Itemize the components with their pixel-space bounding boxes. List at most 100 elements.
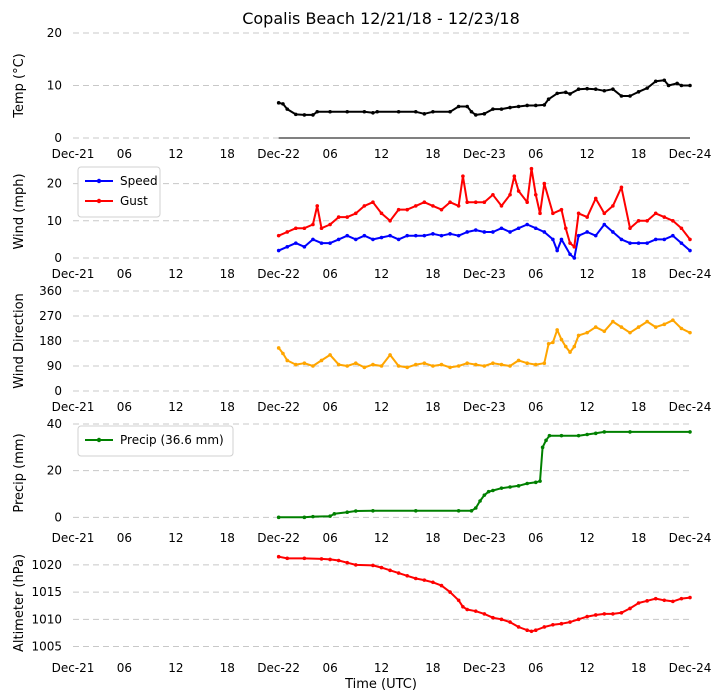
temperature-xtick-label: 18 [220, 147, 235, 161]
temperature-xtick-label: 18 [425, 147, 440, 161]
wind_direction-axis-label: Wind Direction [12, 293, 27, 389]
precip-data-point [547, 433, 552, 438]
altimeter-xtick-label: 12 [168, 661, 183, 675]
precip-legend-marker [96, 437, 102, 443]
wind_direction-data-point [422, 361, 427, 366]
wind-data-point [456, 204, 461, 208]
precip-ytick-label: 0 [54, 510, 62, 524]
altimeter-data-point [602, 612, 607, 616]
wind-data-point [465, 200, 469, 204]
wind-data-point [311, 222, 315, 227]
temperature-data-point [413, 109, 418, 114]
altimeter-data-point [542, 625, 547, 629]
precip-series-line [278, 430, 690, 519]
wind-data-point [336, 237, 341, 242]
wind-data-point [431, 232, 435, 236]
altimeter-xtick-label: Dec-23 [463, 661, 506, 675]
temperature-data-point [611, 87, 615, 91]
wind_direction-xtick-label: 12 [168, 400, 183, 414]
wind-data-point [302, 226, 307, 231]
wind_direction-xtick-label: 18 [631, 400, 646, 414]
precip-data-point [602, 430, 607, 434]
altimeter-axis-label: Altimeter (hPa) [12, 554, 27, 652]
altimeter-data-point [585, 614, 589, 619]
temperature-data-point [662, 78, 667, 83]
wind-data-point [576, 211, 581, 216]
temperature-data-point [285, 107, 290, 111]
altimeter-data-point [671, 599, 675, 604]
wind_direction-data-point [405, 365, 410, 370]
temperature-data-point [482, 112, 487, 116]
temperature-data-point [653, 79, 658, 84]
altimeter-data-point [653, 596, 658, 601]
wind_direction-data-point [431, 364, 435, 368]
precip-xtick-label: Dec-23 [463, 531, 506, 545]
precip-data-point [328, 514, 332, 518]
wind-data-point [276, 233, 281, 238]
wind-series-line [278, 167, 691, 248]
wind-data-point [671, 219, 675, 223]
wind_direction-xtick-label: 18 [425, 400, 440, 414]
precip-xtick-label: 06 [117, 531, 132, 545]
precip-data-point [473, 506, 478, 510]
wind-data-point [379, 235, 384, 240]
wind-xtick-label: 12 [168, 267, 183, 281]
wind-xtick-label: 18 [220, 267, 235, 281]
wind-data-point [568, 252, 572, 257]
wind-ytick-label: 20 [47, 177, 62, 191]
wind-xtick-label: Dec-21 [52, 267, 95, 281]
wind_direction-data-point [593, 325, 598, 329]
wind_direction-data-point [602, 329, 607, 334]
altimeter-data-point [593, 613, 598, 617]
temperature-data-point [636, 90, 641, 94]
wind-data-point [362, 204, 367, 208]
temperature-xtick-label: Dec-23 [463, 147, 506, 161]
wind-ytick-label: 10 [47, 214, 62, 228]
temperature-ytick-label: 20 [47, 26, 62, 40]
temperature-data-point [422, 112, 427, 116]
wind-data-point [512, 174, 517, 178]
temperature-data-point [619, 94, 624, 98]
precip-data-point [276, 515, 281, 520]
wind_direction-data-point [353, 361, 358, 366]
temperature-data-point [585, 86, 589, 91]
wind-xtick-label: 06 [117, 267, 132, 281]
wind-legend-label: Gust [120, 194, 148, 208]
wind-data-point [688, 237, 692, 242]
wind-data-point [602, 222, 607, 227]
altimeter-data-point [439, 583, 444, 588]
wind-data-point [572, 256, 577, 260]
wind_direction-data-point [555, 328, 559, 332]
wind-data-point [628, 226, 632, 231]
temperature-data-point [508, 105, 512, 110]
altimeter-data-point [645, 599, 649, 603]
wind-data-point [679, 226, 684, 231]
altimeter-ytick-label: 1015 [31, 585, 62, 599]
precip-xtick-label: 18 [220, 531, 235, 545]
wind-data-point [461, 174, 465, 178]
precip-data-point [576, 433, 581, 438]
wind-data-point [662, 215, 667, 219]
precip-data-point [499, 486, 504, 490]
precip-data-point [593, 431, 598, 436]
temperature-data-point [281, 102, 285, 106]
temperature-xtick-label: 12 [374, 147, 389, 161]
wind-data-point [679, 241, 684, 245]
altimeter-data-point [422, 578, 427, 582]
wind-data-point [572, 245, 577, 249]
wind_direction-data-point [572, 344, 577, 349]
wind-legend-marker [96, 178, 102, 184]
wind_direction-data-point [319, 358, 324, 363]
altimeter-data-point [328, 557, 332, 562]
precip-data-point [332, 512, 337, 516]
wind-data-point [405, 207, 410, 212]
wind-data-point [516, 189, 521, 193]
altimeter-data-point [491, 615, 495, 620]
temperature-data-point [396, 109, 401, 114]
altimeter-xtick-label: 12 [374, 661, 389, 675]
wind_direction-ytick-label: 90 [47, 359, 62, 373]
wind_direction-data-point [302, 361, 307, 366]
wind-data-point [345, 215, 350, 219]
temperature-xtick-label: 06 [322, 147, 337, 161]
precip-xtick-label: Dec-22 [257, 531, 300, 545]
